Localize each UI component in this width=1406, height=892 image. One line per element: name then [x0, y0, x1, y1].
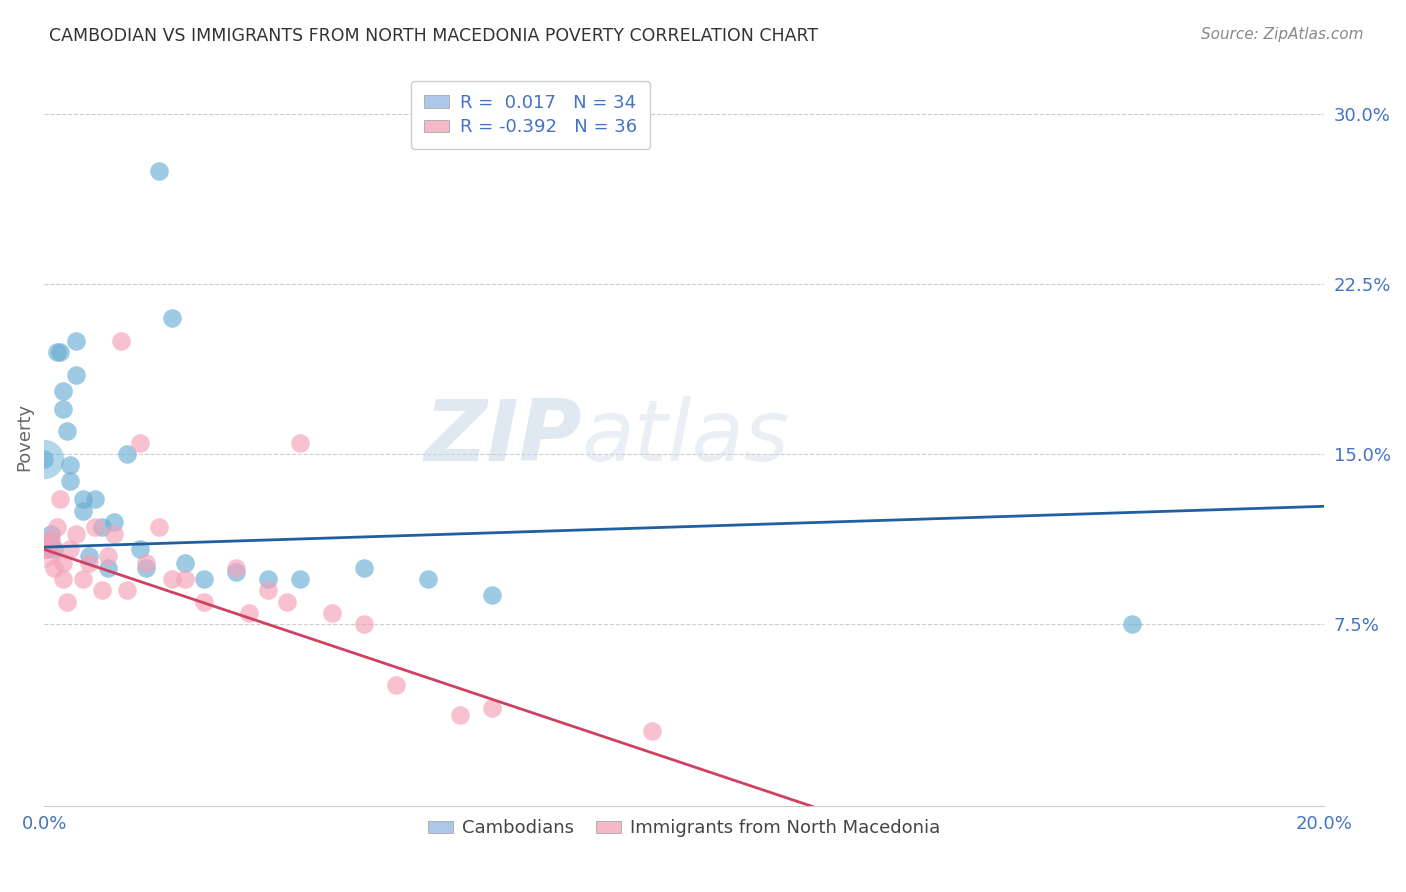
Point — [42, 560, 65, 574]
Legend: Cambodians, Immigrants from North Macedonia: Cambodians, Immigrants from North Macedo… — [420, 812, 948, 845]
Point — [59, 458, 82, 473]
Point — [32, 451, 55, 466]
Point — [52, 384, 75, 398]
Point — [257, 572, 280, 586]
Point — [37, 542, 59, 557]
Point — [90, 519, 112, 533]
Point — [117, 447, 139, 461]
Point — [288, 435, 311, 450]
Point — [257, 583, 280, 598]
Point — [65, 334, 87, 348]
Point — [39, 533, 62, 548]
Point — [55, 594, 77, 608]
Point — [97, 549, 120, 564]
Point — [321, 606, 343, 620]
Text: Source: ZipAtlas.com: Source: ZipAtlas.com — [1201, 27, 1364, 42]
Point — [72, 572, 94, 586]
Point — [84, 492, 107, 507]
Point — [225, 565, 247, 579]
Point — [77, 549, 100, 564]
Point — [77, 556, 100, 570]
Point — [385, 678, 408, 692]
Point — [481, 588, 503, 602]
Point — [72, 492, 94, 507]
Point — [45, 519, 67, 533]
Text: atlas: atlas — [582, 396, 790, 479]
Point — [173, 556, 195, 570]
Point — [353, 617, 375, 632]
Point — [52, 401, 75, 416]
Point — [129, 542, 152, 557]
Point — [160, 311, 183, 326]
Point — [353, 560, 375, 574]
Point — [49, 345, 72, 359]
Point — [225, 560, 247, 574]
Point — [110, 334, 132, 348]
Text: CAMBODIAN VS IMMIGRANTS FROM NORTH MACEDONIA POVERTY CORRELATION CHART: CAMBODIAN VS IMMIGRANTS FROM NORTH MACED… — [49, 27, 818, 45]
Point — [449, 708, 471, 723]
Point — [288, 572, 311, 586]
Point — [193, 572, 215, 586]
Point — [55, 425, 77, 439]
Point — [135, 556, 157, 570]
Point — [52, 572, 75, 586]
Point — [129, 435, 152, 450]
Point — [59, 475, 82, 489]
Point — [641, 723, 664, 738]
Point — [481, 701, 503, 715]
Point — [37, 542, 59, 557]
Point — [117, 583, 139, 598]
Point — [59, 542, 82, 557]
Point — [32, 451, 55, 466]
Point — [148, 519, 170, 533]
Point — [416, 572, 439, 586]
Text: ZIP: ZIP — [425, 396, 582, 479]
Point — [238, 606, 260, 620]
Point — [65, 368, 87, 382]
Point — [72, 504, 94, 518]
Point — [32, 542, 55, 557]
Point — [1121, 617, 1143, 632]
Point — [42, 542, 65, 557]
Point — [173, 572, 195, 586]
Point — [193, 594, 215, 608]
Point — [97, 560, 120, 574]
Point — [135, 560, 157, 574]
Y-axis label: Poverty: Poverty — [15, 403, 32, 471]
Point — [52, 556, 75, 570]
Point — [90, 583, 112, 598]
Point — [103, 526, 125, 541]
Point — [32, 542, 55, 557]
Point — [160, 572, 183, 586]
Point — [103, 515, 125, 529]
Point — [148, 163, 170, 178]
Point — [65, 526, 87, 541]
Point — [49, 492, 72, 507]
Point — [39, 526, 62, 541]
Point — [84, 519, 107, 533]
Point — [276, 594, 298, 608]
Point — [45, 345, 67, 359]
